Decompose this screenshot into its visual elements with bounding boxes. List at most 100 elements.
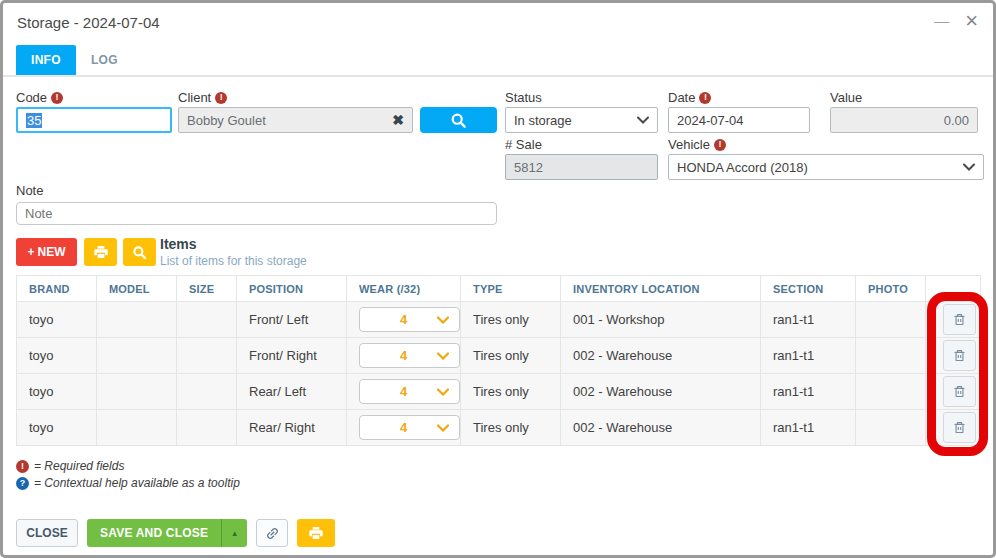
triangle-up-icon: ▲ — [231, 529, 239, 538]
plus-icon: + — [27, 245, 34, 259]
required-icon: ! — [215, 92, 227, 104]
code-input[interactable]: 35 — [16, 107, 172, 133]
client-search-button[interactable] — [420, 107, 497, 133]
cell-position: Front/ Right — [237, 338, 347, 374]
column-header-actions — [926, 276, 981, 302]
column-header-photo: PHOTO — [856, 276, 926, 302]
tab-log[interactable]: LOG — [76, 45, 133, 75]
print-items-button[interactable] — [84, 238, 117, 266]
chevron-down-icon — [437, 352, 449, 360]
sale-value: 5812 — [514, 160, 543, 175]
trash-icon — [952, 348, 967, 363]
status-label: Status — [505, 90, 542, 105]
wear-value: 4 — [370, 384, 437, 399]
search-icon — [132, 245, 147, 260]
cell-inventory-location: 002 - Warehouse — [561, 338, 761, 374]
table-row: toyo Rear/ Left 4 Tires only 002 - Wareh… — [17, 374, 981, 410]
cell-size — [177, 338, 237, 374]
cell-position: Front/ Left — [237, 302, 347, 338]
save-and-close-button[interactable]: SAVE AND CLOSE ▲ — [87, 519, 247, 547]
print-button[interactable] — [297, 519, 335, 547]
cell-brand: toyo — [17, 374, 97, 410]
cell-position: Rear/ Right — [237, 410, 347, 446]
status-select[interactable]: In storage — [505, 107, 658, 133]
column-header-inventory-location: INVENTORY LOCATION — [561, 276, 761, 302]
add-item-button[interactable]: + NEW — [16, 238, 77, 266]
table-header-row: BRAND MODEL SIZE POSITION WEAR (/32) TYP… — [17, 276, 981, 302]
printer-icon — [93, 244, 109, 260]
wear-value: 4 — [370, 348, 437, 363]
wear-select[interactable]: 4 — [359, 379, 460, 404]
cell-brand: toyo — [17, 410, 97, 446]
delete-item-button[interactable] — [943, 304, 976, 335]
required-icon: ! — [699, 92, 711, 104]
save-dropdown-toggle[interactable]: ▲ — [221, 519, 247, 547]
cell-photo — [856, 374, 926, 410]
code-label: Code — [16, 90, 47, 105]
chevron-down-icon — [437, 424, 449, 432]
vehicle-field: Vehicle! HONDA Accord (2018) — [668, 137, 984, 180]
cell-photo — [856, 338, 926, 374]
table-row: toyo Front/ Left 4 Tires only 001 - Work… — [17, 302, 981, 338]
date-label: Date — [668, 90, 695, 105]
note-field: Note — [16, 183, 497, 225]
cell-size — [177, 374, 237, 410]
client-input[interactable]: Bobby Goulet ✖ — [178, 107, 413, 133]
new-button-label: NEW — [38, 245, 66, 259]
items-subtitle: List of items for this storage — [160, 254, 307, 268]
search-icon — [450, 112, 467, 129]
value-label: Value — [830, 90, 862, 105]
column-header-size: SIZE — [177, 276, 237, 302]
chevron-down-icon — [437, 316, 449, 324]
chevron-down-icon — [963, 163, 975, 171]
cell-model — [97, 410, 177, 446]
cell-type: Tires only — [461, 302, 561, 338]
date-input[interactable]: 2024-07-04 — [668, 107, 810, 133]
column-header-wear: WEAR (/32) — [347, 276, 461, 302]
link-icon — [262, 522, 283, 543]
cell-brand: toyo — [17, 338, 97, 374]
legend-required: ! = Required fields — [16, 459, 124, 473]
link-button[interactable] — [256, 519, 288, 547]
minimize-icon[interactable]: — — [934, 10, 949, 32]
cell-photo — [856, 302, 926, 338]
clear-client-icon[interactable]: ✖ — [392, 112, 404, 128]
search-items-button[interactable] — [123, 238, 156, 266]
column-header-model: MODEL — [97, 276, 177, 302]
note-input[interactable] — [16, 202, 497, 225]
tab-underline — [3, 75, 993, 77]
wear-select[interactable]: 4 — [359, 343, 460, 368]
code-field: Code! 35 — [16, 90, 172, 133]
required-icon: ! — [51, 92, 63, 104]
cell-model — [97, 302, 177, 338]
delete-item-button[interactable] — [943, 340, 976, 371]
close-icon[interactable]: × — [965, 10, 978, 32]
sale-input: 5812 — [505, 154, 658, 180]
wear-select[interactable]: 4 — [359, 415, 460, 440]
trash-icon — [952, 420, 967, 435]
delete-item-button[interactable] — [943, 412, 976, 443]
legend-help-text: = Contextual help available as a tooltip — [34, 476, 240, 490]
close-button[interactable]: CLOSE — [16, 519, 78, 547]
trash-icon — [952, 312, 967, 327]
cell-section: ran1-t1 — [761, 410, 856, 446]
wear-value: 4 — [370, 312, 437, 327]
cell-size — [177, 302, 237, 338]
save-and-close-label: SAVE AND CLOSE — [87, 519, 221, 547]
delete-item-button[interactable] — [943, 376, 976, 407]
vehicle-select[interactable]: HONDA Accord (2018) — [668, 154, 984, 180]
code-value: 35 — [26, 113, 42, 128]
footer-actions: CLOSE SAVE AND CLOSE ▲ — [16, 519, 335, 547]
wear-select[interactable]: 4 — [359, 307, 460, 332]
vehicle-value: HONDA Accord (2018) — [677, 160, 808, 175]
legend-required-text: = Required fields — [34, 459, 124, 473]
date-value: 2024-07-04 — [677, 113, 744, 128]
date-field: Date! 2024-07-04 — [668, 90, 810, 133]
tab-info[interactable]: INFO — [16, 45, 76, 75]
trash-icon — [952, 384, 967, 399]
value-input: 0.00 — [830, 107, 978, 133]
legend-help: ? = Contextual help available as a toolt… — [16, 476, 240, 490]
printer-icon — [308, 525, 324, 541]
wear-value: 4 — [370, 420, 437, 435]
cell-section: ran1-t1 — [761, 374, 856, 410]
